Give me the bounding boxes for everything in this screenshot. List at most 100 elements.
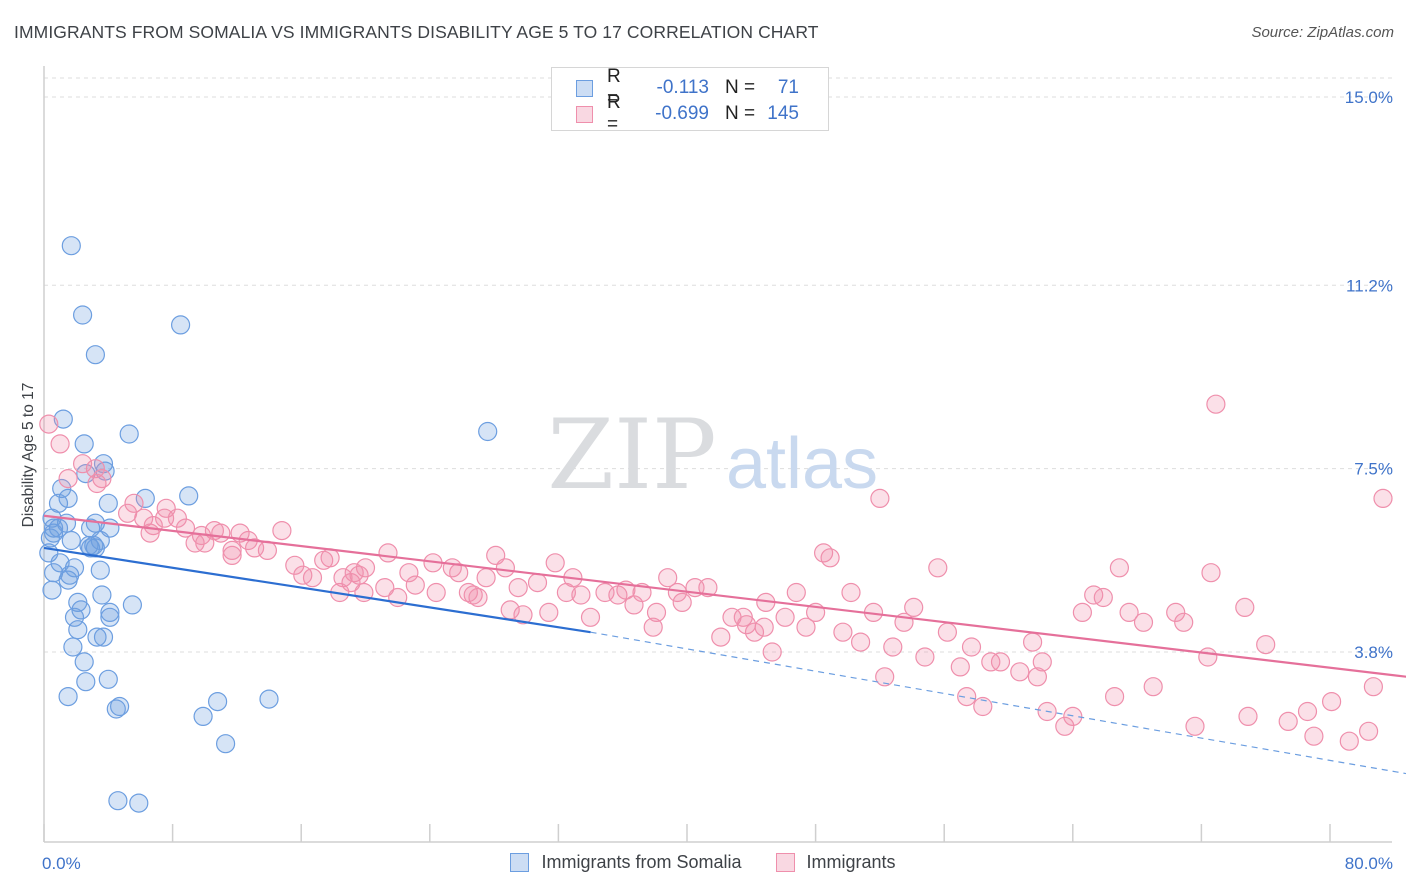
point-somalia [64, 607, 85, 627]
point-immigrants [711, 627, 731, 647]
point-somalia [87, 627, 107, 647]
point-immigrants [1278, 711, 1298, 732]
point-immigrants [195, 533, 215, 553]
point-immigrants [1027, 667, 1048, 687]
point-somalia [193, 706, 213, 727]
point-immigrants [1055, 716, 1075, 736]
point-immigrants [950, 657, 970, 677]
point-immigrants [754, 617, 774, 637]
point-immigrants [320, 548, 340, 568]
point-immigrants [1104, 686, 1125, 707]
point-immigrants [1206, 394, 1226, 414]
point-immigrants [775, 607, 795, 627]
point-somalia [259, 689, 279, 709]
point-immigrants [736, 615, 757, 635]
point-immigrants [981, 652, 1001, 672]
point-immigrants [399, 563, 419, 583]
point-immigrants [58, 469, 78, 489]
legend-item-immigrants[interactable]: Immigrants [775, 852, 896, 873]
point-immigrants [1174, 612, 1194, 632]
point-somalia [208, 691, 228, 712]
point-immigrants [1198, 647, 1218, 667]
legend-n-value: 145 [767, 103, 799, 124]
y-tick-label: 11.2% [1346, 276, 1393, 295]
point-somalia [90, 560, 110, 580]
point-immigrants [904, 597, 924, 618]
point-immigrants [744, 622, 765, 642]
x-tick-label: 80.0% [1345, 854, 1393, 873]
point-immigrants [285, 555, 305, 575]
legend-swatch-somalia [576, 79, 593, 97]
point-somalia [98, 493, 118, 513]
point-somalia [53, 409, 73, 429]
legend-r-value: -0.113 [656, 77, 709, 98]
point-immigrants [117, 503, 138, 523]
point-immigrants [39, 414, 59, 434]
point-immigrants [87, 473, 107, 494]
legend-n-label: N = [725, 103, 756, 124]
point-somalia [100, 607, 120, 627]
point-immigrants [643, 617, 663, 637]
point-immigrants [1363, 677, 1384, 697]
point-somalia [80, 538, 101, 558]
point-somalia [122, 595, 142, 615]
point-somalia [40, 528, 61, 548]
point-immigrants [973, 696, 993, 717]
point-immigrants [513, 605, 533, 625]
point-immigrants [667, 582, 688, 603]
point-somalia [93, 627, 114, 647]
point-immigrants [375, 577, 395, 598]
point-somalia [61, 236, 81, 256]
point-immigrants [850, 632, 871, 652]
point-immigrants [957, 686, 977, 707]
point-immigrants [1238, 706, 1258, 727]
watermark-zip: ZIP [547, 399, 716, 511]
watermark: ZIP atlas [547, 399, 878, 511]
point-somalia [71, 600, 91, 620]
legend-r-value: -0.699 [655, 103, 709, 124]
x-tick-label: 0.0% [42, 854, 81, 873]
point-immigrants [167, 508, 187, 528]
point-somalia [135, 488, 155, 508]
series-legend: Immigrants from Somalia Immigrants [0, 852, 1406, 873]
point-somalia [108, 791, 128, 811]
point-immigrants [571, 585, 591, 605]
point-somalia [58, 686, 78, 707]
point-immigrants [1321, 691, 1342, 712]
point-somalia [68, 620, 88, 640]
point-immigrants [257, 540, 277, 561]
point-immigrants [426, 582, 446, 603]
point-immigrants [378, 543, 398, 563]
point-immigrants [355, 558, 376, 578]
point-immigrants [85, 459, 106, 479]
point-somalia [119, 424, 139, 444]
legend-swatch-immigrants [775, 853, 795, 872]
point-somalia [171, 315, 191, 335]
axes [43, 66, 1392, 843]
point-immigrants [1201, 563, 1221, 583]
point-immigrants [50, 434, 70, 454]
point-immigrants [476, 568, 496, 588]
point-immigrants [1093, 587, 1113, 608]
point-immigrants [222, 545, 242, 566]
point-immigrants [211, 523, 231, 543]
stats-legend: R = -0.113 N = 71 R = -0.699 N = 145 [551, 66, 829, 135]
point-somalia [42, 580, 62, 600]
point-immigrants [1339, 731, 1359, 751]
legend-item-somalia[interactable]: Immigrants from Somalia [510, 852, 742, 873]
point-somalia [109, 696, 130, 717]
point-immigrants [870, 488, 890, 508]
point-immigrants [72, 454, 93, 474]
legend-row-immigrants: R = -0.699 N = 145 [576, 92, 799, 135]
point-immigrants [1119, 602, 1139, 623]
point-immigrants [1022, 632, 1043, 652]
point-immigrants [463, 585, 483, 605]
point-immigrants [1304, 726, 1324, 746]
legend-swatch-somalia [510, 853, 530, 872]
point-immigrants [658, 568, 678, 588]
grid-lines [44, 77, 1392, 653]
point-immigrants [272, 520, 292, 541]
point-immigrants [580, 607, 601, 627]
y-axis-label: Disability Age 5 to 17 [20, 383, 37, 528]
point-immigrants [813, 543, 834, 563]
